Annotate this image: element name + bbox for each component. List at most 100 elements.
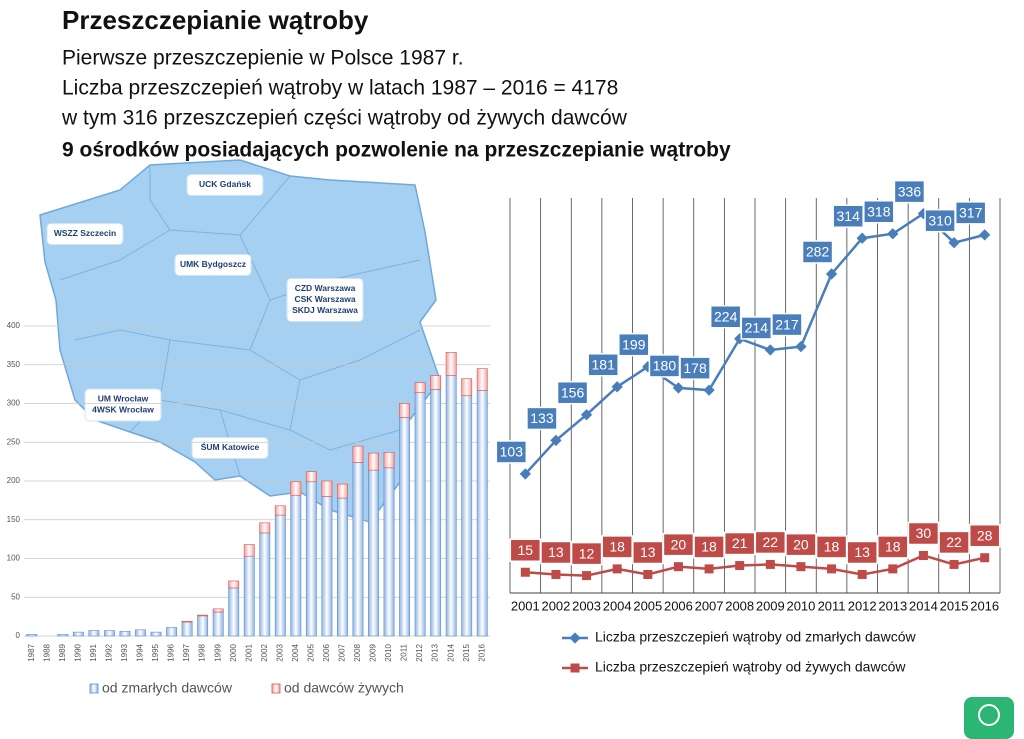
legend-swatch <box>89 683 99 694</box>
x-tick-label: 2002 <box>260 643 269 661</box>
data-label: 15 <box>518 542 534 558</box>
data-label: 224 <box>714 308 738 324</box>
bar-segment <box>352 462 364 637</box>
bar-segment <box>321 496 333 637</box>
x-tick-label: 2002 <box>541 598 570 613</box>
bar-segment <box>305 481 317 637</box>
x-tick-label: 1988 <box>42 643 51 661</box>
bar-segment <box>445 375 457 637</box>
x-tick-label: 2011 <box>818 598 846 613</box>
bar-segment <box>259 522 271 534</box>
map-label: UCK Gdańsk <box>199 179 251 189</box>
data-label: 314 <box>837 208 861 224</box>
data-label: 310 <box>928 212 952 228</box>
data-label: 18 <box>609 539 625 555</box>
marker <box>520 567 530 577</box>
x-tick-label: 2001 <box>244 643 253 661</box>
x-tick-label: 2008 <box>725 598 754 613</box>
data-label: 22 <box>946 534 962 550</box>
marker <box>550 434 562 447</box>
data-label: 178 <box>683 360 707 376</box>
data-label: 133 <box>530 410 554 426</box>
bar-segment <box>104 630 115 637</box>
series-line <box>524 212 985 475</box>
data-label: 30 <box>916 525 932 541</box>
legend-label: Liczba przeszczepień wątroby od zmarłych… <box>595 629 916 645</box>
map-label: CSK Warszawa <box>294 294 355 304</box>
map-label: SKDJ Warszawa <box>292 305 358 315</box>
marker <box>887 228 899 240</box>
bar-segment <box>212 608 224 613</box>
marker <box>519 468 531 480</box>
marker <box>827 564 837 574</box>
subtitle-line: w tym 316 przeszczepień części wątroby o… <box>61 107 628 130</box>
data-label: 199 <box>622 336 646 352</box>
data-label: 20 <box>793 536 809 552</box>
data-label: 217 <box>775 316 799 332</box>
marker <box>704 564 714 574</box>
x-tick-label: 2010 <box>384 643 393 661</box>
bar-segment <box>72 631 84 637</box>
data-label: 13 <box>854 544 870 560</box>
x-tick-label: 2003 <box>572 598 601 613</box>
bar-segment <box>212 611 224 637</box>
bar-segment <box>430 389 442 637</box>
bar-segment <box>135 629 146 637</box>
map-labels: UCK Gdańsk WSZZ Szczecin UMK Bydgoszcz CZD … <box>46 174 364 459</box>
bar-segment <box>57 634 69 637</box>
marker <box>979 229 991 241</box>
marker <box>582 571 592 581</box>
x-tick-label: 2014 <box>446 643 455 661</box>
bar-segment <box>399 417 410 637</box>
bar-segment <box>228 580 240 589</box>
x-tick-label: 2011 <box>400 643 409 661</box>
legend-label: od zmarłych dawców <box>102 680 233 696</box>
x-tick-label: 2005 <box>633 598 662 613</box>
marker <box>948 237 960 249</box>
bar-segment <box>383 467 395 637</box>
data-label-box <box>587 353 619 377</box>
x-tick-label: 2012 <box>415 643 424 661</box>
y-tick-label: 350 <box>7 360 21 369</box>
marker <box>703 384 715 396</box>
x-tick-label: 2008 <box>353 643 362 661</box>
bar-segment <box>150 631 162 637</box>
bar-segment <box>26 634 38 637</box>
bar-segment <box>290 495 302 637</box>
x-tick-label: 2007 <box>338 643 347 661</box>
x-tick-label: 1992 <box>105 643 114 661</box>
subtitle-lines: Pierwsze przeszczepienie w Polsce 1987 r… <box>61 47 628 130</box>
y-tick-label: 50 <box>11 592 20 601</box>
map-label: ŚUM Katowice <box>201 441 260 452</box>
x-tick-label: 2003 <box>275 643 284 661</box>
data-label: 180 <box>653 358 677 374</box>
subtitle-line: Liczba przeszczepień wątroby w latach 19… <box>62 77 618 100</box>
marker <box>856 232 868 244</box>
map-label: UM Wrocław <box>98 393 149 403</box>
bar-segment <box>445 352 457 376</box>
x-tick-label: 2009 <box>369 643 378 661</box>
bar-segment <box>368 452 379 471</box>
x-tick-label: 1998 <box>198 643 207 661</box>
x-tick-label: 1993 <box>120 643 129 661</box>
bar-segment <box>197 614 209 617</box>
map-label-box <box>46 223 124 245</box>
marker <box>949 559 959 569</box>
marker <box>612 564 622 574</box>
legend-marker <box>570 663 580 673</box>
data-label-box <box>877 535 909 559</box>
map-label: 4WSK Wrocław <box>92 404 154 414</box>
x-tick-label: 1994 <box>136 643 145 661</box>
x-tick-label: 1991 <box>89 643 98 661</box>
marker <box>673 562 683 572</box>
bar-segment <box>414 392 426 637</box>
y-tick-label: 250 <box>7 437 21 446</box>
map-label-box <box>191 437 269 459</box>
marker <box>888 564 898 574</box>
x-tick-label: 2016 <box>477 643 486 661</box>
data-label: 12 <box>579 545 595 561</box>
bar-segment <box>368 469 379 637</box>
bar-segment <box>274 514 286 637</box>
x-tick-label: 1995 <box>151 643 160 661</box>
